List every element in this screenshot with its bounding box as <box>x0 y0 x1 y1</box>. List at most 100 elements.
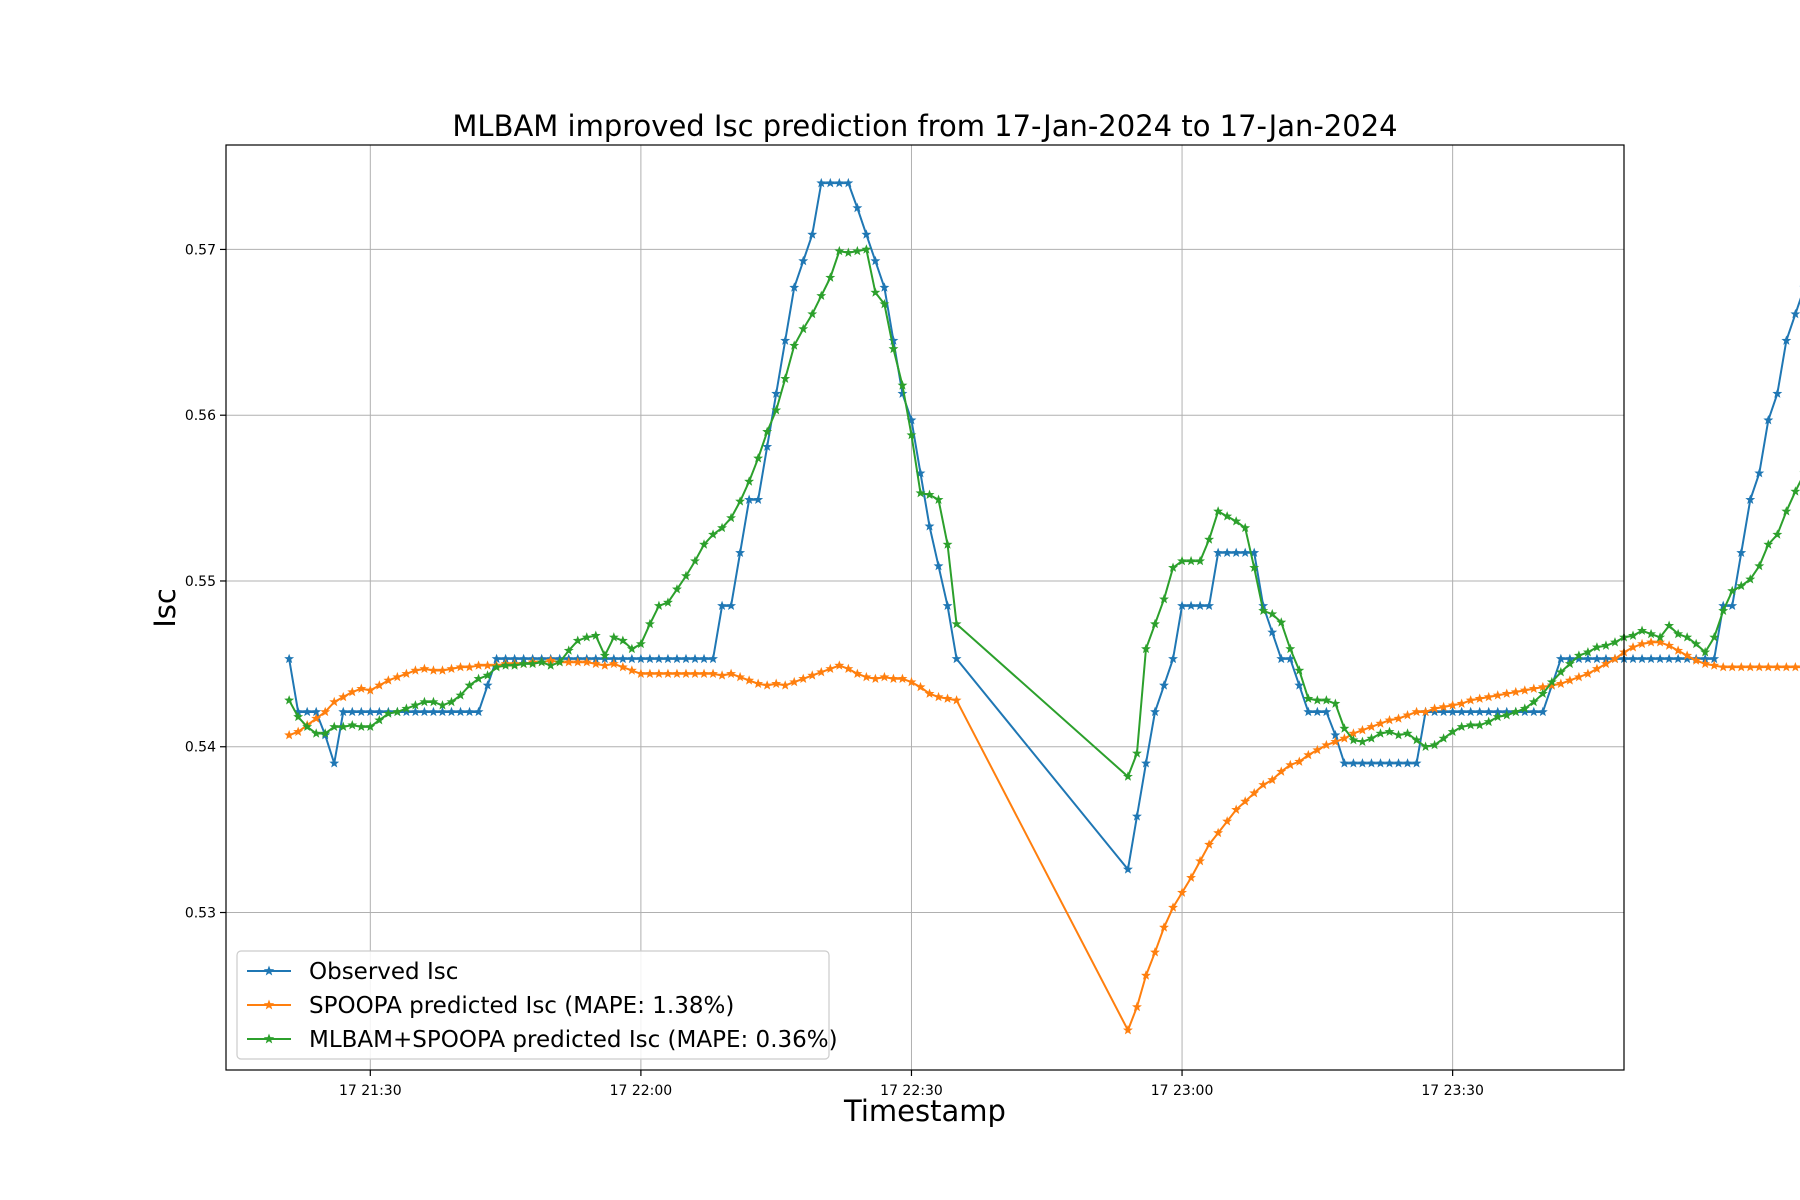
data-point <box>1781 506 1792 516</box>
legend-item: Observed Isc <box>247 959 458 985</box>
data-point <box>1492 690 1503 700</box>
data-point <box>1790 486 1800 496</box>
x-tick-label: 17 22:30 <box>880 1083 943 1099</box>
data-point <box>1555 653 1566 664</box>
grid <box>226 145 1624 1070</box>
data-point <box>446 706 457 717</box>
series-1 <box>284 177 1800 874</box>
data-point <box>897 673 908 683</box>
data-point <box>1474 720 1485 730</box>
data-point <box>1294 680 1305 690</box>
data-point <box>690 555 700 566</box>
data-point <box>1637 625 1647 635</box>
data-point <box>1664 620 1675 630</box>
x-tick-label: 17 23:00 <box>1151 1083 1214 1099</box>
x-axis-label: Timestamp <box>843 1094 1006 1128</box>
data-point <box>635 668 646 679</box>
data-point <box>1402 710 1413 720</box>
data-point <box>1231 516 1242 526</box>
data-point <box>1141 970 1151 980</box>
data-point <box>374 706 385 717</box>
data-point <box>356 721 367 732</box>
data-point <box>1240 796 1251 806</box>
data-point <box>1330 736 1341 746</box>
data-point <box>329 721 340 732</box>
data-point <box>1258 605 1269 616</box>
data-point <box>843 663 854 674</box>
data-point <box>599 660 610 670</box>
data-point <box>1646 653 1656 664</box>
data-point <box>1240 547 1251 557</box>
data-point <box>1321 739 1332 750</box>
data-point <box>1456 698 1467 708</box>
data-point <box>1483 706 1494 717</box>
data-point <box>1357 758 1368 768</box>
data-point <box>780 373 791 383</box>
data-point <box>347 706 358 717</box>
data-point <box>1673 645 1684 655</box>
data-point <box>1267 627 1278 637</box>
data-point <box>392 706 403 717</box>
data-point <box>816 290 827 301</box>
data-point <box>888 343 899 354</box>
data-point <box>915 681 926 692</box>
data-point <box>1276 653 1287 664</box>
data-point <box>1177 887 1187 897</box>
data-point <box>293 726 304 737</box>
data-point <box>1582 668 1593 679</box>
data-point <box>1411 706 1422 717</box>
data-point <box>1700 647 1711 657</box>
data-point <box>311 728 322 738</box>
data-point <box>302 721 313 732</box>
data-point <box>527 658 538 669</box>
data-point <box>663 668 673 679</box>
data-point <box>1122 864 1133 874</box>
data-point <box>1582 653 1593 664</box>
data-point <box>572 657 583 667</box>
data-point <box>1366 733 1377 743</box>
data-point <box>870 255 881 266</box>
data-point <box>789 340 800 350</box>
data-point <box>329 758 340 768</box>
data-point <box>1159 922 1169 932</box>
data-point <box>653 668 664 679</box>
data-point <box>455 690 466 700</box>
data-point <box>392 671 403 682</box>
data-point <box>1321 695 1332 705</box>
data-point <box>1312 744 1323 755</box>
y-tick-label: 0.53 <box>185 906 216 922</box>
data-point <box>1573 650 1584 660</box>
data-point <box>473 706 484 717</box>
data-point <box>933 691 944 702</box>
data-point <box>482 660 493 670</box>
data-point <box>744 476 755 486</box>
legend-item: SPOOPA predicted Isc (MAPE: 1.38%) <box>247 993 734 1019</box>
data-point <box>1285 759 1296 770</box>
data-point <box>1285 653 1296 664</box>
legend-marker <box>263 999 275 1010</box>
data-point <box>644 618 655 629</box>
data-point <box>1267 608 1278 619</box>
data-point <box>789 676 800 687</box>
data-point <box>1141 758 1151 768</box>
data-point <box>545 655 556 665</box>
data-point <box>807 229 818 239</box>
data-point <box>383 675 394 685</box>
data-point <box>1366 758 1377 768</box>
data-point <box>1718 605 1729 616</box>
data-point <box>1429 739 1440 750</box>
data-point <box>1646 628 1656 639</box>
data-point <box>374 680 385 690</box>
legend-label: MLBAM+SPOOPA predicted Isc (MAPE: 0.36%) <box>309 1027 838 1053</box>
data-point <box>726 512 737 523</box>
series-layer <box>284 177 1800 1035</box>
data-point <box>482 680 493 690</box>
data-point <box>798 673 809 683</box>
data-point <box>1501 688 1512 698</box>
data-point <box>1222 547 1233 557</box>
data-point <box>1465 720 1476 730</box>
data-point <box>1592 642 1602 652</box>
series-line <box>288 248 1800 778</box>
data-point <box>1709 632 1720 642</box>
